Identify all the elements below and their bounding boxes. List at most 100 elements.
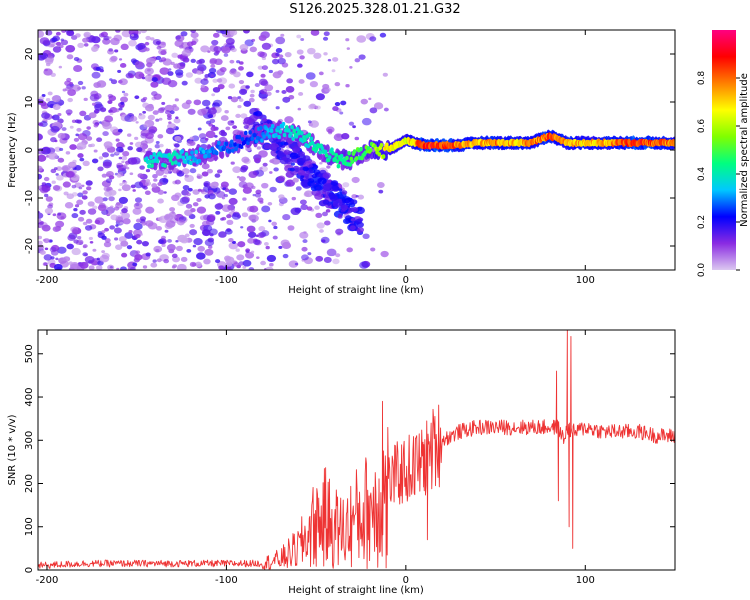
spectrogram-noise-cell bbox=[243, 30, 250, 34]
spectrogram-branch-cell bbox=[313, 169, 321, 175]
spectrogram-noise-cell bbox=[215, 259, 221, 264]
spectrogram-noise-cell bbox=[259, 51, 268, 58]
spectrogram-noise-cell bbox=[200, 84, 205, 88]
spectrogram-noise-cell bbox=[242, 259, 252, 267]
spectrogram-noise-cell bbox=[97, 230, 103, 235]
spectrogram-branch-cell bbox=[308, 164, 314, 168]
spectrogram-noise-cell bbox=[244, 39, 254, 47]
spectrogram-noise-cell bbox=[264, 84, 274, 92]
spectrogram-noise-cell bbox=[167, 239, 172, 243]
spectrogram-noise-cell bbox=[141, 240, 149, 247]
spectrogram-noise-cell bbox=[254, 192, 262, 198]
y-tick-label: 500 bbox=[24, 344, 35, 363]
spectrogram-noise-cell bbox=[71, 212, 79, 219]
colorbar: 0.0 0.2 0.4 0.6 0.8 Normalized spectral ampl… bbox=[697, 30, 750, 277]
spectrogram-noise-cell bbox=[121, 208, 128, 214]
spectrogram-noise-cell bbox=[76, 127, 82, 132]
spectrogram-noise-cell bbox=[71, 192, 78, 197]
spectrogram-ridge-core bbox=[189, 160, 193, 166]
spectrogram-branch-cell bbox=[322, 172, 331, 179]
spectrogram-noise-cell bbox=[77, 42, 85, 49]
spectrogram-noise-cell bbox=[142, 102, 150, 108]
spectrogram-noise-cell bbox=[68, 261, 73, 266]
spectrogram-noise-cell bbox=[72, 229, 79, 234]
spectrogram-noise-cell bbox=[230, 47, 237, 53]
spectrogram-noise-cell bbox=[47, 204, 53, 209]
spectrogram-noise-cell bbox=[245, 146, 252, 152]
spectrogram-noise-cell bbox=[349, 66, 353, 69]
spectrogram-noise-cell bbox=[90, 143, 96, 148]
spectrogram-noise-cell bbox=[309, 80, 318, 88]
spectrogram-noise-cell bbox=[131, 34, 135, 37]
spectrogram-noise-cell bbox=[124, 232, 134, 239]
snr-panel: -200 -100 0 100 0 100 200 300 400 500 Height of … bbox=[7, 329, 676, 596]
spectrogram-noise-cell bbox=[44, 207, 54, 215]
spectrogram-noise-cell bbox=[118, 196, 128, 204]
spectrogram-noise-cell bbox=[60, 216, 65, 220]
spectrogram-ridge-core bbox=[267, 134, 272, 139]
spectrogram-noise-cell bbox=[153, 93, 162, 100]
spectrogram-noise-cell bbox=[171, 211, 175, 214]
spectrogram-noise-cell bbox=[84, 225, 93, 231]
spectrogram-noise-cell bbox=[77, 153, 84, 159]
spectrogram-noise-cell bbox=[91, 36, 101, 44]
spectrogram-noise-cell bbox=[313, 52, 322, 59]
spectrogram-noise-cell bbox=[116, 267, 120, 270]
spectrogram-noise-cell bbox=[116, 174, 122, 178]
spectrogram-branch-cell bbox=[299, 178, 304, 182]
spectrogram-noise-cell bbox=[204, 248, 214, 256]
spectrogram-noise-cell bbox=[142, 96, 148, 101]
spectrogram-noise-cell bbox=[256, 146, 261, 150]
spectrogram-noise-cell bbox=[228, 197, 238, 205]
spectrogram-branch-cell bbox=[293, 165, 300, 171]
spectrogram-noise-cell bbox=[258, 231, 267, 238]
spectrogram-noise-cell bbox=[134, 60, 144, 68]
spectrogram-noise-cell bbox=[198, 133, 207, 139]
spectrogram-noise-cell bbox=[240, 113, 248, 119]
spectrogram-noise-cell bbox=[83, 97, 88, 101]
spectrogram-noise-cell bbox=[238, 88, 248, 95]
spectrogram-noise-cell bbox=[121, 212, 131, 220]
spectrogram-ridge-core bbox=[181, 155, 186, 160]
spectrogram-ridge-core bbox=[217, 140, 221, 146]
spectrogram-noise-cell bbox=[236, 175, 241, 179]
spectrogram-noise-cell bbox=[310, 30, 320, 36]
spectrogram-noise-cell bbox=[166, 113, 172, 118]
spectrogram-noise-cell bbox=[119, 62, 127, 68]
spectrogram-noise-cell bbox=[203, 258, 211, 265]
spectrogram-noise-cell bbox=[239, 166, 248, 173]
spectrogram-noise-cell bbox=[323, 52, 328, 56]
spectrogram-branch-cell bbox=[276, 146, 282, 151]
spectrogram-noise-cell bbox=[259, 167, 263, 170]
spectrogram-noise-cell bbox=[260, 88, 268, 95]
spectrogram-noise-cell bbox=[50, 125, 60, 133]
spectrogram-ridge-core bbox=[352, 149, 357, 154]
spectrogram-noise-cell bbox=[221, 46, 231, 54]
spectrogram-noise-cell bbox=[145, 132, 154, 140]
spectrogram-noise-cell bbox=[150, 262, 158, 268]
spectrogram-ridge-core bbox=[318, 150, 322, 155]
spectrogram-noise-cell bbox=[196, 59, 203, 65]
spectrogram-noise-cell bbox=[117, 128, 123, 133]
spectrogram-branch-cell bbox=[350, 217, 356, 222]
spectrogram-ridge-core bbox=[291, 136, 295, 141]
spectrogram-noise-cell bbox=[197, 175, 201, 179]
spectrogram-noise-cell bbox=[97, 204, 107, 212]
spectrogram-noise-cell bbox=[161, 77, 172, 85]
spectrogram-branch-cell bbox=[322, 199, 330, 205]
spectrogram-noise-cell bbox=[210, 64, 216, 68]
spectrogram-noise-cell bbox=[307, 47, 316, 55]
spectrogram-noise-cell bbox=[220, 115, 229, 122]
spectrogram-noise-cell bbox=[50, 168, 57, 174]
spectrogram-noise-cell bbox=[158, 217, 163, 221]
spectrogram-noise-cell bbox=[249, 214, 259, 222]
spectrogram-noise-cell bbox=[121, 252, 128, 258]
spectrogram-noise-cell bbox=[171, 253, 178, 259]
spectrogram-ridge-core bbox=[354, 156, 359, 161]
spectrogram-noise-cell bbox=[181, 168, 190, 175]
spectrogram-noise-cell bbox=[39, 250, 46, 255]
spectrogram-noise-cell bbox=[332, 258, 340, 265]
spectrogram-noise-cell bbox=[51, 37, 58, 43]
spectrogram-noise-cell bbox=[196, 206, 207, 214]
spectrogram-noise-cell bbox=[201, 163, 210, 170]
